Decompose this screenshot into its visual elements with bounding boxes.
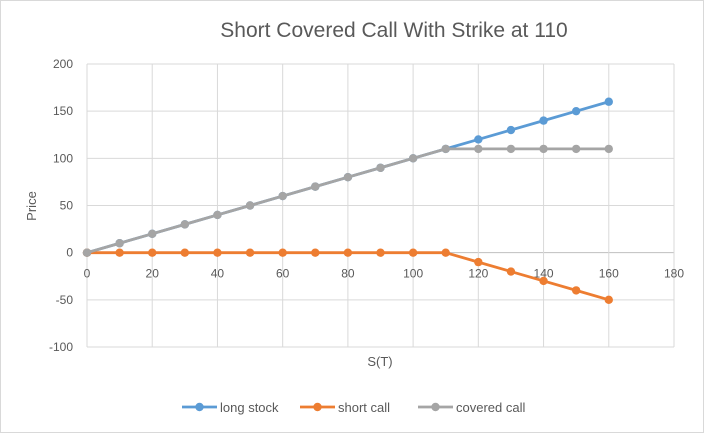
- y-tick-label: 150: [53, 104, 73, 118]
- x-tick-label: 120: [468, 267, 488, 281]
- data-point: [474, 144, 483, 154]
- data-point: [180, 248, 190, 257]
- data-point: [539, 144, 548, 154]
- data-point: [180, 220, 190, 229]
- data-point: [474, 257, 483, 267]
- series-covered-call: [82, 144, 613, 257]
- series-layer: [82, 97, 613, 305]
- legend-label: short call: [338, 400, 390, 415]
- data-point: [115, 248, 124, 257]
- data-point: [376, 248, 385, 257]
- data-point: [115, 239, 124, 248]
- data-point: [571, 144, 581, 154]
- data-point: [311, 248, 320, 257]
- data-point: [539, 276, 548, 286]
- data-point: [604, 144, 613, 154]
- data-point: [311, 182, 320, 191]
- data-point: [441, 248, 450, 257]
- x-tick-label: 80: [341, 267, 355, 281]
- y-tick-label: 200: [53, 57, 73, 71]
- x-tick-label: 140: [534, 267, 554, 281]
- data-point: [604, 97, 613, 106]
- data-point: [376, 163, 385, 172]
- x-axis-label: S(T): [367, 354, 392, 369]
- legend-entry: long stock: [182, 400, 279, 415]
- data-point: [278, 191, 287, 201]
- legend-marker: [195, 402, 204, 412]
- x-tick-label: 160: [599, 267, 619, 281]
- data-point: [343, 248, 353, 257]
- data-point: [148, 248, 157, 257]
- y-tick-label: 50: [60, 199, 74, 213]
- data-point: [571, 106, 581, 116]
- data-point: [604, 295, 613, 305]
- x-tick-label: 180: [664, 267, 684, 281]
- data-point: [408, 154, 418, 163]
- data-point: [571, 286, 581, 295]
- x-tick-label: 0: [84, 267, 91, 281]
- legend-entry: short call: [300, 400, 390, 415]
- legend-label: covered call: [456, 400, 525, 415]
- data-point: [539, 116, 548, 125]
- y-tick-label: 100: [53, 151, 73, 165]
- legend-marker: [431, 402, 440, 412]
- data-point: [343, 173, 353, 182]
- data-point: [213, 248, 222, 257]
- x-tick-label: 100: [403, 267, 423, 281]
- data-point: [245, 248, 255, 257]
- legend: long stock short call covered call: [182, 400, 525, 415]
- y-tick-label: -50: [56, 293, 74, 307]
- y-tick-label: -100: [49, 340, 73, 354]
- y-axis-label: Price: [24, 191, 39, 221]
- x-tick-label: 60: [276, 267, 290, 281]
- data-point: [441, 144, 450, 154]
- data-point: [506, 125, 516, 135]
- data-point: [408, 248, 418, 257]
- data-point: [245, 201, 255, 210]
- data-point: [506, 144, 516, 154]
- data-point: [148, 229, 157, 238]
- x-tick-label: 40: [211, 267, 225, 281]
- tick-labels: 200 150 100 50 0 -50 -100 0 20 40 60 80 100 120 140 160…: [49, 57, 684, 354]
- legend-marker: [313, 402, 322, 412]
- legend-label: long stock: [220, 400, 279, 415]
- data-point: [506, 267, 516, 276]
- chart-title: Short Covered Call With Strike at 110: [220, 19, 567, 42]
- y-tick-label: 0: [66, 246, 73, 260]
- data-point: [82, 248, 92, 257]
- legend-entry: covered call: [418, 400, 525, 415]
- data-point: [278, 248, 287, 257]
- x-tick-label: 20: [146, 267, 160, 281]
- data-point: [213, 210, 222, 220]
- data-point: [474, 135, 483, 144]
